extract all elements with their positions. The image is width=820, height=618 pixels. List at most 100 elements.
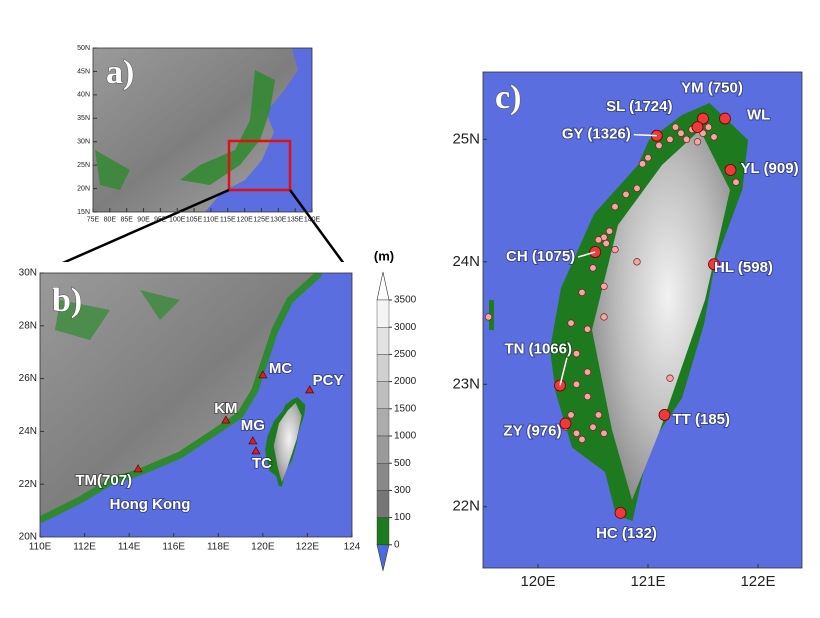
x-tick-label: 120E [236, 216, 253, 223]
x-tick-label: 115E [220, 216, 236, 223]
x-tick-label: 90E [137, 216, 150, 223]
station-dot [633, 184, 641, 192]
station-marker [719, 112, 731, 125]
station-dot [583, 368, 592, 376]
station-label: MC [269, 360, 292, 377]
y-tick-label: 28N [19, 320, 37, 331]
station-dot [682, 135, 691, 144]
lowland [55, 290, 180, 340]
x-tick-label: 135E [287, 216, 304, 223]
y-tick-label: 20N [77, 185, 90, 192]
lowland [95, 150, 130, 190]
station-dot [710, 133, 718, 141]
y-tick-label: 22N [19, 479, 37, 490]
y-tick-label: 25N [452, 130, 480, 147]
y-tick-label: 22N [452, 498, 480, 515]
y-tick-label: 24N [452, 253, 480, 270]
colorbar-cap [376, 544, 390, 571]
station-marker [221, 415, 231, 424]
station-dot [583, 392, 592, 401]
x-tick-label: 121E [630, 573, 665, 590]
station-dot [594, 411, 603, 419]
colorbar-label: 100 [394, 512, 411, 523]
x-tick-label: 75E [87, 216, 100, 223]
colorbar-label: 3500 [394, 295, 417, 306]
y-tick-label: 24N [19, 426, 37, 437]
colorbar-label: 2000 [394, 376, 417, 387]
station-label: SL (1724) [606, 98, 672, 115]
station-label: TM(707) [75, 472, 132, 489]
station-dot [622, 190, 630, 199]
x-tick-label: 100E [169, 216, 186, 223]
station-label: PCY [313, 372, 344, 389]
land [40, 273, 320, 520]
station-dot [583, 325, 592, 333]
y-tick-label: 45N [77, 68, 90, 75]
station-marker [133, 464, 143, 473]
leader-line [577, 251, 596, 258]
station-marker [708, 258, 720, 271]
station-dot [671, 123, 680, 131]
y-tick-label: 26N [19, 373, 37, 384]
zoom-box [227, 139, 292, 192]
station-marker [258, 370, 268, 379]
station-dot [572, 380, 581, 388]
station-dot [605, 227, 614, 235]
station-dot [567, 319, 575, 327]
x-tick-label: 140E [304, 216, 321, 223]
x-tick-label: 85E [120, 216, 133, 223]
y-tick-label: 30N [77, 139, 90, 146]
x-tick-label: 116E [162, 542, 185, 553]
station-dot [600, 313, 608, 321]
colorbar-band [376, 354, 390, 382]
station-marker [559, 417, 572, 430]
station-label: CH (1075) [506, 248, 575, 265]
coastal-plain [40, 273, 323, 524]
station-dot [677, 129, 685, 137]
panel-label: a) [106, 54, 134, 91]
station-dot [572, 429, 581, 437]
colorbar-label: 2500 [394, 349, 417, 360]
station-dot [633, 258, 641, 266]
x-tick-label: 120E [251, 542, 275, 553]
colorbar-band [376, 463, 390, 491]
station-label: YM (750) [681, 80, 743, 97]
station-dot [600, 429, 608, 437]
station-label: TC [252, 455, 272, 472]
station-dot [732, 178, 740, 186]
colorbar-unit: (m) [374, 248, 394, 263]
x-tick-label: 114E [118, 542, 141, 553]
y-tick-label: 20N [19, 532, 37, 543]
station-marker [697, 112, 709, 125]
colorbar-band [376, 327, 390, 355]
y-tick-label: 15N [77, 209, 90, 216]
colorbar-band [376, 517, 390, 545]
colorbar-band [376, 299, 390, 328]
station-label: ZY (976) [503, 422, 561, 439]
station-dot [644, 154, 652, 162]
map-border [92, 47, 313, 213]
station-label: TT (185) [673, 411, 731, 428]
station-dot [666, 135, 674, 144]
x-tick-label: 112E [73, 542, 96, 553]
x-tick-label: 125E [253, 216, 270, 223]
station-dot [594, 236, 603, 244]
station-marker [251, 446, 261, 455]
station-marker [305, 385, 315, 394]
colorbar-label: 3000 [394, 322, 417, 333]
leader-line [633, 133, 657, 137]
station-label: YL (909) [741, 160, 799, 177]
station-dot [578, 435, 586, 444]
map-border [482, 71, 803, 569]
y-tick-label: 25N [77, 162, 90, 169]
station-label: GY (1326) [562, 126, 631, 143]
station-dot [572, 350, 581, 358]
x-tick-label: 80E [104, 216, 117, 223]
station-label: WL [747, 107, 770, 124]
panel-label: b) [52, 282, 82, 319]
x-tick-label: 118E [207, 542, 230, 553]
station-marker [658, 409, 671, 421]
colorbar-label: 0 [394, 539, 400, 550]
colorbar-label: 1000 [394, 431, 417, 442]
